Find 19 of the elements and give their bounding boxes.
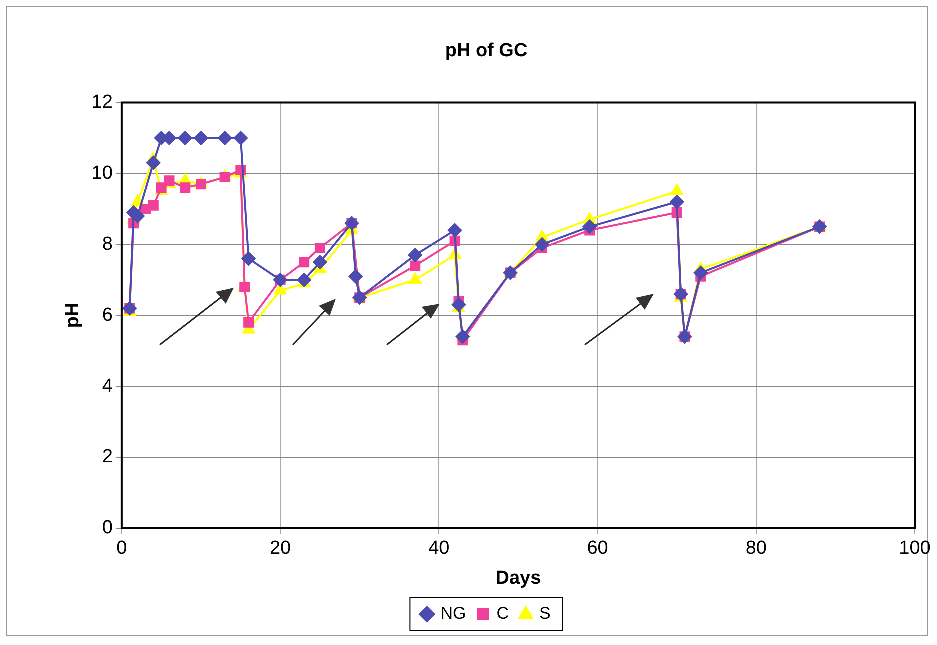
y-tick-label: 8 xyxy=(102,234,113,255)
y-axis-title: pH xyxy=(62,302,84,328)
x-tick-label: 60 xyxy=(587,538,608,560)
y-tick-label: 6 xyxy=(102,304,113,326)
x-axis-title: Days xyxy=(496,568,542,589)
legend-label: S xyxy=(539,604,551,624)
x-tick-label: 0 xyxy=(116,538,128,560)
chart-title: pH of GC xyxy=(445,40,528,62)
x-tick-label: 40 xyxy=(428,538,450,560)
y-tick-label: 10 xyxy=(92,162,113,184)
x-tick-label: 100 xyxy=(899,538,931,560)
y-tick-label: 0 xyxy=(102,518,113,539)
legend-label: C xyxy=(496,604,509,624)
y-tick-label: 12 xyxy=(92,92,113,114)
y-tick-label: 4 xyxy=(102,376,114,397)
x-tick-label: 20 xyxy=(270,538,292,560)
x-tick-label: 80 xyxy=(746,538,767,560)
y-tick-label: 2 xyxy=(102,446,113,468)
legend-label: NG xyxy=(440,604,466,624)
